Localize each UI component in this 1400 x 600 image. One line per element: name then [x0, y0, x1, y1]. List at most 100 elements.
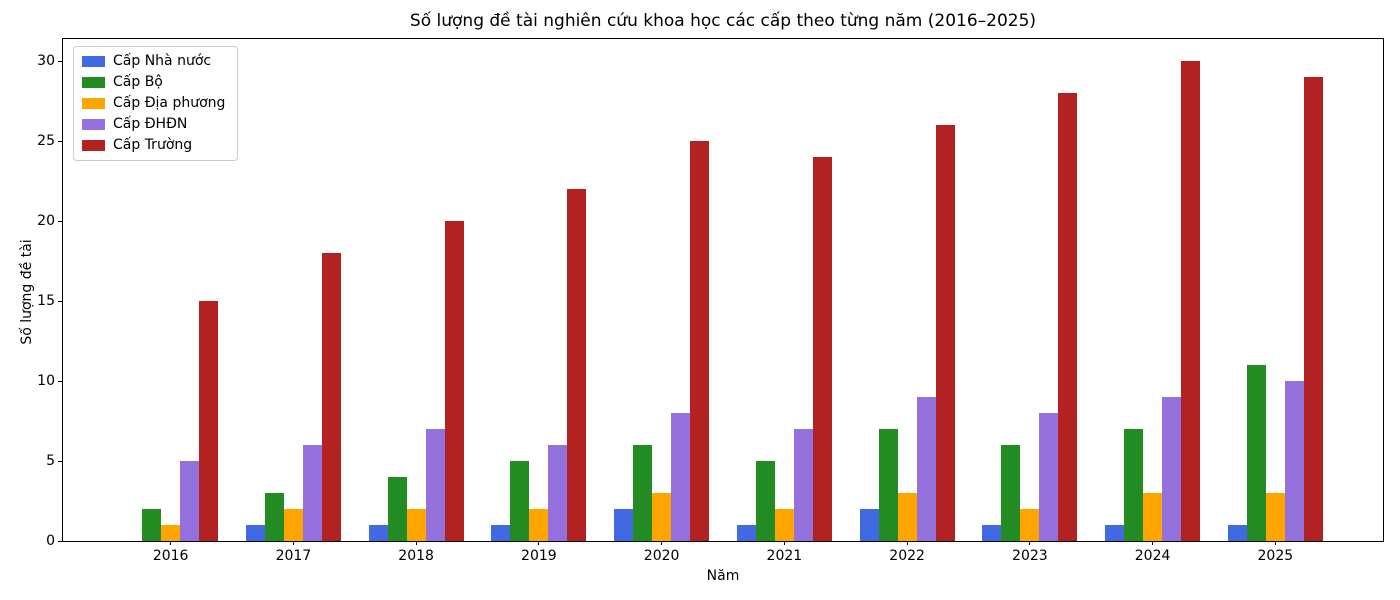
legend-label: Cấp ĐHĐN [113, 116, 188, 132]
bar [1058, 93, 1078, 541]
bar [142, 509, 162, 541]
bar [935, 125, 955, 541]
y-tick-label: 10 [37, 373, 55, 390]
bar [1124, 429, 1144, 541]
bar [793, 429, 813, 541]
x-tick-label: 2017 [275, 548, 312, 564]
bar [1284, 381, 1304, 541]
legend-item: Cấp Nhà nước [82, 54, 225, 69]
bar [982, 525, 1002, 541]
bar [671, 413, 691, 541]
x-tick-label: 2025 [1257, 548, 1294, 564]
bar [425, 429, 445, 541]
bar [1303, 77, 1323, 541]
x-tick [1274, 541, 1276, 545]
y-tick [58, 140, 62, 142]
y-tick [58, 220, 62, 222]
y-tick [58, 540, 62, 542]
legend-label: Cấp Trường [113, 137, 193, 153]
legend-label: Cấp Bộ [113, 74, 163, 90]
bar [916, 397, 936, 541]
bar [812, 157, 832, 541]
bar [387, 477, 407, 541]
bar [1039, 413, 1059, 541]
bar [755, 461, 775, 541]
x-tick-label: 2022 [889, 548, 925, 564]
bar [548, 445, 568, 541]
bar [510, 461, 530, 541]
x-tick-label: 2024 [1134, 548, 1171, 564]
x-tick-label: 2021 [766, 548, 803, 564]
bar [180, 461, 200, 541]
y-tick-label: 0 [46, 533, 55, 549]
bar [1162, 397, 1182, 541]
bar [1246, 365, 1266, 541]
bar [614, 509, 634, 541]
legend-swatch [82, 77, 105, 88]
bar [736, 525, 756, 541]
bar [567, 189, 587, 541]
bar [633, 445, 653, 541]
y-tick [58, 460, 62, 462]
y-tick-label: 15 [37, 293, 55, 310]
legend-swatch [82, 56, 105, 67]
legend-swatch [82, 119, 105, 130]
bar [444, 221, 464, 541]
bar [161, 525, 181, 541]
legend-item: Cấp Bộ [82, 75, 225, 90]
bar [690, 141, 710, 541]
bar [1020, 509, 1040, 541]
y-tick [58, 380, 62, 382]
bar [321, 253, 341, 541]
x-tick [415, 541, 417, 545]
y-tick [58, 300, 62, 302]
bar [1143, 493, 1163, 541]
x-tick-label: 2016 [152, 548, 189, 564]
bar [1001, 445, 1021, 541]
bar [1265, 493, 1285, 541]
x-axis-label: Năm [706, 568, 740, 584]
bar [1181, 61, 1201, 541]
plot-area: Cấp Nhà nước Cấp Bộ Cấp Địa phương Cấp ĐHĐN… [37, 38, 1384, 564]
bar [199, 301, 219, 541]
x-tick-label: 2018 [398, 548, 434, 564]
bar [264, 493, 284, 541]
x-tick [1029, 541, 1031, 545]
legend-item: Cấp Địa phương [82, 96, 225, 111]
bar [878, 429, 898, 541]
y-tick-label: 25 [37, 133, 55, 150]
x-tick-label: 2023 [1012, 548, 1048, 564]
x-tick [292, 541, 294, 545]
bar [1227, 525, 1247, 541]
bar [652, 493, 672, 541]
x-tick [906, 541, 908, 545]
y-axis-label: Số lượng đề tài [19, 239, 35, 345]
x-tick [783, 541, 785, 545]
legend: Cấp Nhà nước Cấp Bộ Cấp Địa phương Cấp ĐHĐN… [73, 46, 239, 161]
bar [302, 445, 322, 541]
legend-item: Cấp Trường [82, 138, 225, 153]
bar [368, 525, 388, 541]
bar [774, 509, 794, 541]
legend-item: Cấp ĐHĐN [82, 117, 225, 132]
x-tick [538, 541, 540, 545]
legend-label: Cấp Địa phương [113, 95, 226, 111]
chart-title: Số lượng đề tài nghiên cứu khoa học các … [409, 11, 1037, 31]
bar [245, 525, 265, 541]
y-tick-label: 30 [37, 53, 55, 70]
x-tick [1152, 541, 1154, 545]
bar [406, 509, 426, 541]
legend-label: Cấp Nhà nước [113, 53, 212, 69]
legend-swatch [82, 140, 105, 151]
y-tick-label: 20 [37, 213, 55, 230]
bar [283, 509, 303, 541]
x-tick [661, 541, 663, 545]
bar [897, 493, 917, 541]
x-tick [170, 541, 172, 545]
bar [491, 525, 511, 541]
bar [1105, 525, 1125, 541]
x-tick-label: 2019 [521, 548, 557, 564]
bar [529, 509, 549, 541]
legend-swatch [82, 98, 105, 109]
